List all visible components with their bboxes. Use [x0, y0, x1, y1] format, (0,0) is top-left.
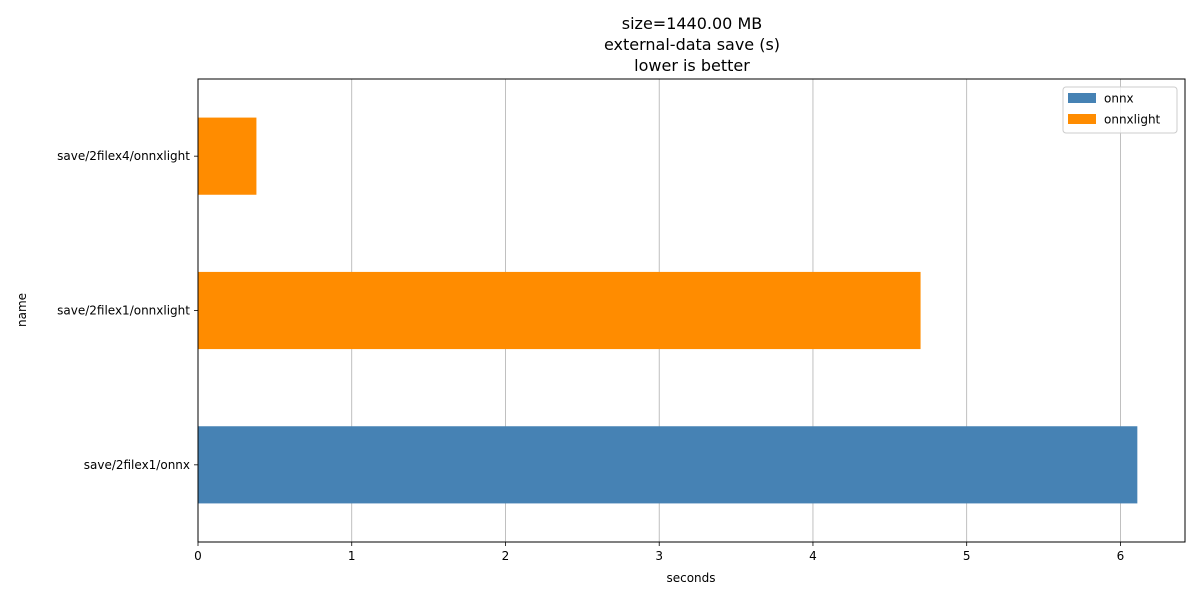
bar-save-2filex4-onnxlight [198, 117, 257, 195]
x-tick-label: 2 [502, 549, 510, 563]
legend-label-onnx: onnx [1104, 92, 1134, 106]
x-tick-label: 3 [655, 549, 663, 563]
bars [198, 117, 1138, 504]
y-axis-ticks: save/2filex4/onnxlight save/2filex1/onnxl… [57, 149, 198, 472]
x-tick-label: 4 [809, 549, 817, 563]
y-axis-label: name [15, 293, 29, 327]
legend: onnx onnxlight [1062, 86, 1178, 134]
x-axis-label: seconds [666, 571, 715, 585]
legend-swatch-onnxlight [1068, 114, 1096, 124]
x-tick-label: 6 [1117, 549, 1125, 563]
legend-swatch-onnx [1068, 93, 1096, 103]
chart-title-line-1: size=1440.00 MB [621, 14, 763, 33]
legend-label-onnxlight: onnxlight [1104, 113, 1161, 127]
x-tick-label: 5 [963, 549, 971, 563]
x-axis-ticks: 0 1 2 3 4 5 6 [194, 542, 1124, 563]
x-tick-label: 1 [348, 549, 356, 563]
y-tick-label: save/2filex1/onnx [84, 458, 190, 472]
bar-save-2filex1-onnx [198, 426, 1138, 504]
bar-save-2filex1-onnxlight [198, 271, 921, 350]
chart-title-line-2: external-data save (s) [603, 35, 781, 54]
chart-title-line-3: lower is better [634, 56, 750, 75]
y-tick-label: save/2filex1/onnxlight [57, 304, 190, 318]
x-tick-label: 0 [194, 549, 202, 563]
y-tick-label: save/2filex4/onnxlight [57, 149, 190, 163]
